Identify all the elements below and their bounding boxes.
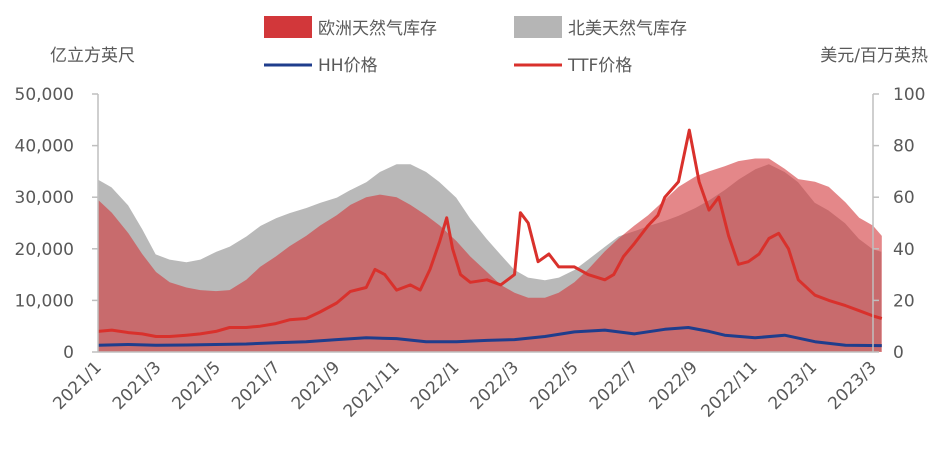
- hh-price-line: [97, 326, 882, 348]
- legend-label-europe: 欧洲天然气库存: [318, 19, 437, 39]
- x-tick-label: 2021/9: [288, 358, 344, 414]
- left-tick-label: 20,000: [15, 240, 74, 260]
- legend-swatch-europe: [264, 16, 312, 38]
- left-axis-ticks: 0 10,000 20,000 30,000 40,000 50,000: [15, 85, 98, 363]
- x-tick-label: 2021/11: [340, 358, 404, 422]
- right-axis-unit: 美元/百万英热: [820, 46, 928, 66]
- left-axis-unit: 亿立方英尺: [50, 46, 135, 66]
- left-tick-label: 40,000: [15, 137, 74, 157]
- x-tick-label: 2023/1: [765, 358, 821, 414]
- x-tick: 2021/11: [340, 358, 404, 422]
- left-tick-label: 50,000: [15, 85, 74, 105]
- left-tick-label: 30,000: [15, 188, 74, 208]
- right-tick-label: 80: [893, 137, 915, 157]
- x-tick: 2021/7: [228, 358, 284, 414]
- right-axis-ticks: 0 20 40 60 80 100: [873, 85, 925, 363]
- x-tick: 2021/9: [288, 358, 344, 414]
- legend-label-north-america: 北美天然气库存: [568, 19, 687, 39]
- x-tick: 2021/5: [169, 358, 225, 414]
- x-tick: 2022/11: [697, 358, 761, 422]
- legend-swatch-north-america: [514, 16, 562, 38]
- left-tick-label: 0: [63, 343, 74, 363]
- x-tick-label: 2022/11: [697, 358, 761, 422]
- line-series-layer: [97, 128, 883, 348]
- x-tick-label: 2021/1: [49, 358, 105, 414]
- x-tick-label: 2021/7: [228, 358, 284, 414]
- right-tick-label: 20: [893, 291, 915, 311]
- x-tick-label: 2021/3: [109, 358, 165, 414]
- x-tick-label: 2021/5: [169, 358, 225, 414]
- x-tick-label: 2022/1: [407, 358, 463, 414]
- legend: 欧洲天然气库存 北美天然气库存 HH价格 TTF价格: [264, 16, 687, 76]
- ttf-price-line: [97, 128, 883, 338]
- x-tick: 2022/3: [467, 358, 523, 414]
- x-tick: 2023/1: [765, 358, 821, 414]
- x-tick-label: 2022/7: [586, 358, 642, 414]
- x-tick: 2022/1: [407, 358, 463, 414]
- x-tick: 2022/5: [526, 358, 582, 414]
- right-tick-label: 100: [893, 85, 925, 105]
- x-tick: 2023/3: [824, 358, 880, 414]
- right-tick-label: 0: [893, 343, 904, 363]
- x-tick-label: 2022/9: [646, 358, 702, 414]
- x-tick: 2021/3: [109, 358, 165, 414]
- legend-label-hh: HH价格: [318, 56, 378, 76]
- x-tick-label: 2023/3: [824, 358, 880, 414]
- legend-label-ttf: TTF价格: [567, 56, 632, 76]
- right-tick-label: 40: [893, 240, 915, 260]
- x-tick-label: 2022/5: [526, 358, 582, 414]
- axes-layer: [97, 94, 874, 353]
- x-tick: 2022/7: [586, 358, 642, 414]
- x-tick: 2022/9: [646, 358, 702, 414]
- x-tick: 2021/1: [49, 358, 105, 414]
- area-series-layer: [97, 158, 883, 353]
- right-tick-label: 60: [893, 188, 915, 208]
- x-tick-label: 2022/3: [467, 358, 523, 414]
- europe-storage-area: [98, 158, 882, 352]
- left-tick-label: 10,000: [15, 291, 74, 311]
